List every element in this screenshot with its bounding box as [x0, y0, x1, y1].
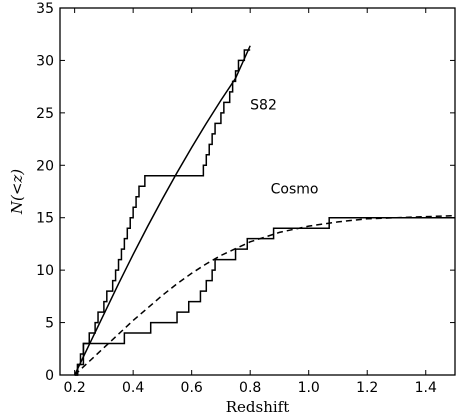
y-tick-label: 10	[36, 263, 54, 279]
series-line-3	[74, 216, 455, 376]
plot-frame	[59, 7, 456, 376]
x-tick-label: 1.4	[415, 380, 437, 396]
y-tick-label: 30	[36, 53, 54, 69]
annotation-label: Cosmo	[271, 182, 319, 198]
x-axis-label: Redshift	[226, 398, 290, 416]
x-tick-label: 0.8	[239, 380, 261, 396]
x-tick-label: 1.0	[298, 380, 320, 396]
y-tick-label: 5	[45, 316, 54, 332]
chart-marks	[73, 45, 456, 376]
y-tick-label: 20	[36, 158, 54, 174]
y-tick-label: 0	[45, 368, 54, 384]
series-line-2	[73, 45, 251, 376]
y-tick-label: 25	[36, 106, 54, 122]
series-line-4	[74, 214, 456, 376]
x-tick-label: 0.6	[181, 380, 203, 396]
annotation-label: S82	[250, 98, 277, 114]
y-tick-label: 35	[36, 1, 54, 17]
x-tick-label: 0.2	[63, 380, 85, 396]
chart-ticks: 0.2 0.4 0.6 0.8 1.0 1.2 1.4 0 5 10 15 20 25 30 35	[36, 1, 455, 396]
y-axis-label: N(<z)	[8, 169, 26, 215]
chart-annotations: S82 Cosmo	[250, 98, 318, 198]
x-tick-label: 0.4	[122, 380, 144, 396]
x-tick-label: 1.2	[356, 380, 378, 396]
y-tick-label: 15	[36, 211, 54, 227]
series-line-1	[74, 49, 251, 376]
